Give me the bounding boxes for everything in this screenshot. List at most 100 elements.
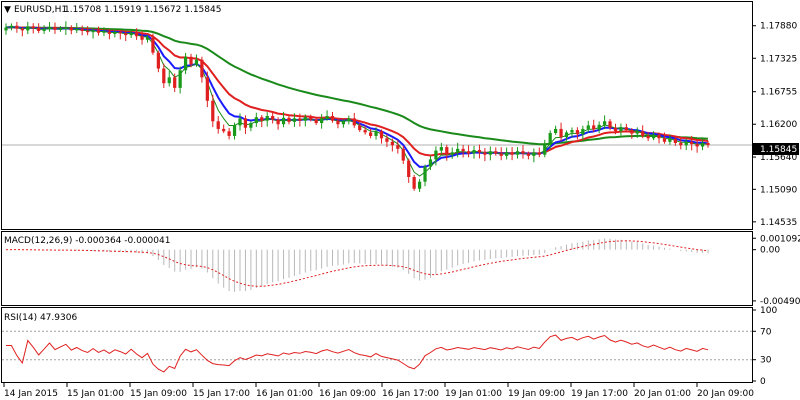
candle [320, 114, 324, 129]
candle [69, 25, 73, 35]
price-tick-label: 1.15090 [760, 185, 797, 195]
candle [488, 146, 492, 161]
ma-mid-line [5, 26, 709, 157]
candle [602, 115, 607, 130]
candle [630, 128, 634, 139]
chart-window-arrow-icon: ▼ [4, 5, 11, 15]
candle [700, 137, 705, 151]
candle [385, 134, 389, 148]
macd-plot[interactable]: 0.001092 0.00 -0.004904 [5, 234, 800, 307]
candle [124, 30, 128, 42]
candle [80, 25, 84, 36]
candle [145, 35, 150, 43]
candle [575, 127, 580, 140]
candle [4, 23, 8, 35]
rsi-tick-label: 30 [760, 356, 772, 366]
candle [129, 28, 133, 38]
candle [254, 112, 258, 127]
candle [515, 147, 520, 159]
candle [183, 52, 188, 75]
candle [281, 111, 286, 128]
time-tick-label: 15 Jan 17:00 [193, 389, 250, 399]
candle [456, 142, 460, 158]
candle [162, 63, 166, 88]
time-tick-label: 20 Jan 09:00 [697, 389, 754, 399]
candle [472, 145, 476, 159]
candle [151, 33, 155, 55]
candle [368, 128, 373, 139]
candle [450, 147, 454, 159]
candle [358, 122, 362, 132]
candle [374, 127, 378, 140]
time-tick-label: 16 Jan 01:00 [256, 389, 313, 399]
candle [526, 151, 531, 160]
candle [706, 140, 710, 148]
candle [510, 147, 514, 161]
rsi-plot[interactable]: 100 70 30 0 [2, 306, 777, 387]
candle [330, 111, 335, 123]
candle [499, 147, 503, 161]
candle [543, 139, 547, 158]
current-price-label: 1.15845 [760, 145, 797, 155]
candle [581, 125, 585, 141]
candle [178, 66, 182, 94]
price-tick-label: 1.15640 [760, 153, 797, 163]
candle [532, 148, 536, 163]
candle [238, 113, 242, 131]
candle [91, 27, 95, 39]
candle [216, 116, 220, 134]
candle [118, 30, 122, 40]
candle [554, 125, 558, 135]
candle [189, 53, 193, 68]
price-tick-label: 1.17325 [760, 54, 797, 64]
price-tick-label: 1.16200 [760, 120, 797, 130]
candle [396, 140, 400, 154]
current-price-marker: 1.15845 [753, 143, 799, 155]
candle [249, 121, 253, 132]
candle [15, 21, 19, 33]
candle [86, 26, 90, 36]
candle [156, 50, 160, 73]
candle [505, 147, 509, 160]
candle [695, 140, 699, 153]
candle [466, 145, 471, 158]
candle [679, 137, 683, 150]
time-tick-label: 19 Jan 17:00 [571, 389, 628, 399]
rsi-indicator-label: RSI(14) 47.9306 [4, 313, 77, 323]
candle [243, 115, 248, 134]
candle [276, 117, 280, 130]
candle [624, 123, 628, 132]
price-axis[interactable]: 1.17880 1.17325 1.16755 1.16200 1.15640 1.150… [752, 22, 797, 228]
candle [352, 112, 356, 128]
candle [423, 164, 427, 187]
ma-slow-line [5, 26, 709, 146]
candle [684, 138, 688, 151]
candle [657, 132, 661, 144]
candle [635, 127, 639, 138]
candle [668, 134, 672, 145]
candle [690, 135, 694, 151]
time-tick-label: 16 Jan 17:00 [382, 389, 439, 399]
candle [439, 142, 443, 155]
candle [646, 132, 650, 142]
candle [298, 113, 302, 127]
candle [363, 125, 367, 135]
candle [434, 146, 438, 166]
time-tick-label: 19 Jan 09:00 [508, 389, 565, 399]
candle [477, 144, 482, 159]
price-plot[interactable] [2, 21, 752, 192]
candle [336, 117, 340, 129]
candle [102, 27, 106, 37]
time-axis[interactable]: 14 Jan 2015 15 Jan 01:00 15 Jan 09:00 15 Ja… [3, 383, 754, 399]
macd-indicator-label: MACD(12,26,9) -0.000364 -0.000041 [4, 236, 170, 246]
candle [417, 179, 422, 192]
candle [303, 114, 307, 127]
candle [271, 111, 275, 124]
candle [662, 132, 667, 144]
rsi-tick-label: 100 [760, 306, 777, 316]
candle [26, 21, 30, 35]
candle [167, 71, 171, 87]
ohlc-values: 1.15708 1.15919 1.15672 1.15845 [64, 5, 221, 15]
candle [619, 123, 623, 136]
